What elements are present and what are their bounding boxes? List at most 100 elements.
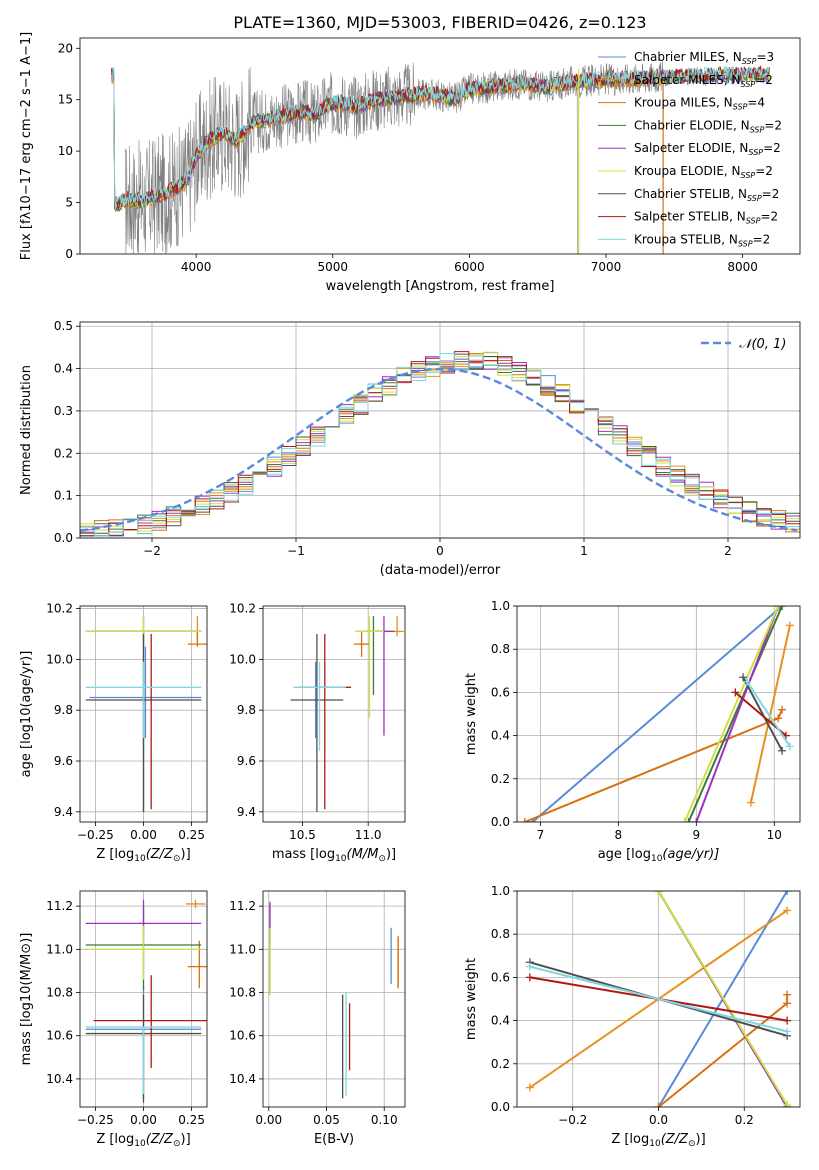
y-tick-label: 10.2 [46, 602, 73, 616]
y-tick-label: 15 [58, 93, 73, 107]
weight-marker [783, 1100, 792, 1107]
panel-mass-vs-EBV: 0.00 0.05 0.10 10.4 10.6 10.8 11.0 11.2 E(B-V) [229, 890, 406, 1147]
x-tick-label: 0 [436, 544, 444, 558]
x-tick-label: 0.00 [130, 1113, 157, 1127]
legend-label: Salpeter STELIB, NSSP=2 [634, 210, 778, 226]
legend-label-sub: SSP [748, 148, 763, 157]
y-tick-label: 0.4 [54, 362, 73, 376]
y-axis-label-part: (M/M [19, 954, 34, 986]
weight-line [531, 606, 783, 822]
y-axis-label: age [log10(age/yr)] [19, 651, 34, 778]
y-axis-label: mass weight [464, 958, 479, 1040]
y-axis-label: mass [log10(M/M⊙)] [19, 933, 34, 1066]
y-axis-label-part: erg cm [19, 118, 34, 167]
weight-line [529, 965, 788, 1033]
x-tick-label: 0.10 [371, 1113, 398, 1127]
plot-marks [110, 61, 771, 254]
weight-line [749, 625, 791, 803]
y-tick-label: 11.0 [229, 942, 256, 956]
legend-label: Chabrier MILES, NSSP=3 [634, 50, 774, 66]
plot-marks [85, 616, 207, 812]
weight-marker [774, 714, 783, 723]
y-axis-label-part: 10 [19, 986, 34, 1003]
x-axis-label: Z [log10(Z/Z⊙)] [96, 1132, 190, 1149]
panel-age-vs-Z: −0.25 0.00 0.259.49.69.810.010.2Z [log10(Z… [19, 602, 208, 864]
x-tick-label: 10 [767, 828, 782, 842]
legend-label-sub: SSP [738, 239, 753, 248]
x-axis-label: Z [log10(Z/Z⊙)] [96, 847, 190, 864]
weight-marker [783, 1016, 792, 1025]
y-axis-label-part: )] [19, 933, 34, 943]
weight-marker [525, 962, 534, 971]
weight-marker [742, 677, 751, 686]
panel-age-vs-mass: 10.5 11.0 9.4 9.6 9.8 10.0 10.2 mass [log10(M/M… [229, 602, 406, 864]
x-axis-label-part: 10 [335, 854, 347, 864]
x-axis-label-part: 10 [649, 1139, 661, 1149]
x-tick-label: 0.05 [313, 1113, 340, 1127]
legend-label-name: Kroupa STELIB, N [634, 232, 738, 246]
legend-label-name: Kroupa ELODIE, N [634, 164, 741, 178]
model-spectrum-line [110, 66, 771, 210]
x-tick-label: 8 [615, 828, 623, 842]
y-axis-label-part: (age/yr)] [19, 651, 34, 708]
x-axis-label: E(B-V) [314, 1132, 354, 1147]
legend-label-value: =2 [755, 164, 773, 178]
x-axis-label: wavelength [Angstrom, rest frame] [326, 279, 555, 294]
legend-label-sub: SSP [747, 194, 762, 203]
legend-label-name: Chabrier ELODIE, N [634, 118, 750, 132]
x-axis-label-part: ⊙ [173, 854, 181, 864]
legend-label-value: =3 [756, 50, 774, 64]
weight-marker [778, 705, 787, 714]
x-axis-label-part: (age/yr)] [662, 847, 719, 862]
x-tick-label: 7000 [591, 260, 622, 274]
y-tick-label: 20 [58, 41, 73, 55]
observed-spectrum-line [124, 61, 664, 254]
x-axis-label: age [log10(age/yr)] [598, 847, 720, 864]
axes-frame [262, 605, 406, 823]
y-tick-label: 0.8 [491, 642, 510, 656]
legend-label-name: Salpeter ELODIE, N [634, 141, 748, 155]
weight-marker [731, 688, 740, 697]
legend-label-value: =4 [747, 96, 765, 110]
y-tick-label: 1.0 [491, 599, 510, 613]
panel-mass-weight-vs-Z: −0.2 0.0 0.2 0.0 0.2 0.4 0.6 0.8 1.0 Z [log10(Z/Z… [464, 884, 801, 1149]
weight-marker [692, 818, 701, 822]
legend-label: Chabrier ELODIE, NSSP=2 [634, 118, 782, 134]
legend-label-name: Kroupa MILES, N [634, 96, 733, 110]
weight-marker [778, 606, 787, 610]
legend-label: Salpeter ELODIE, NSSP=2 [634, 141, 781, 157]
y-tick-label: 0.0 [491, 815, 510, 829]
x-tick-label: 0.2 [735, 1113, 754, 1127]
y-axis-label-part: A [19, 56, 34, 69]
legend-label-value: =2 [753, 232, 771, 246]
weight-marker [783, 891, 792, 895]
y-axis-label-part: 10 [19, 708, 34, 725]
weight-marker [783, 999, 792, 1008]
y-tick-label: 10.8 [229, 986, 256, 1000]
x-axis-label-part: (Z/Z [146, 1132, 174, 1147]
weight-marker [680, 818, 689, 822]
y-tick-label: 11.0 [46, 942, 73, 956]
plot-marks [520, 606, 794, 822]
x-tick-label: −2 [143, 544, 161, 558]
y-tick-label: 0.2 [54, 446, 73, 460]
y-tick-label: 10.8 [46, 986, 73, 1000]
plot-marks [269, 901, 399, 1099]
y-tick-label: 9.8 [237, 703, 256, 717]
x-axis-label-part: (Z/Z [146, 847, 174, 862]
y-axis-label-part: ] [19, 32, 34, 37]
weight-marker [783, 990, 792, 999]
y-axis-label-part: −1 [19, 69, 34, 88]
x-tick-label: 5000 [317, 260, 348, 274]
y-axis-label-part: Flux [f [19, 219, 34, 260]
y-tick-label: 0.6 [491, 970, 510, 984]
x-axis-label-part: 10 [134, 1139, 146, 1149]
y-tick-label: 11.2 [229, 899, 256, 913]
x-axis-label: mass [log10(M/M⊙)] [272, 847, 396, 864]
legend-label-value: =2 [762, 187, 780, 201]
weight-marker [654, 891, 663, 895]
legend-label-sub: SSP [750, 125, 765, 134]
figure-title: PLATE=1360, MJD=53003, FIBERID=0426, z=0… [233, 13, 646, 32]
legend-label-sub: SSP [733, 103, 748, 112]
